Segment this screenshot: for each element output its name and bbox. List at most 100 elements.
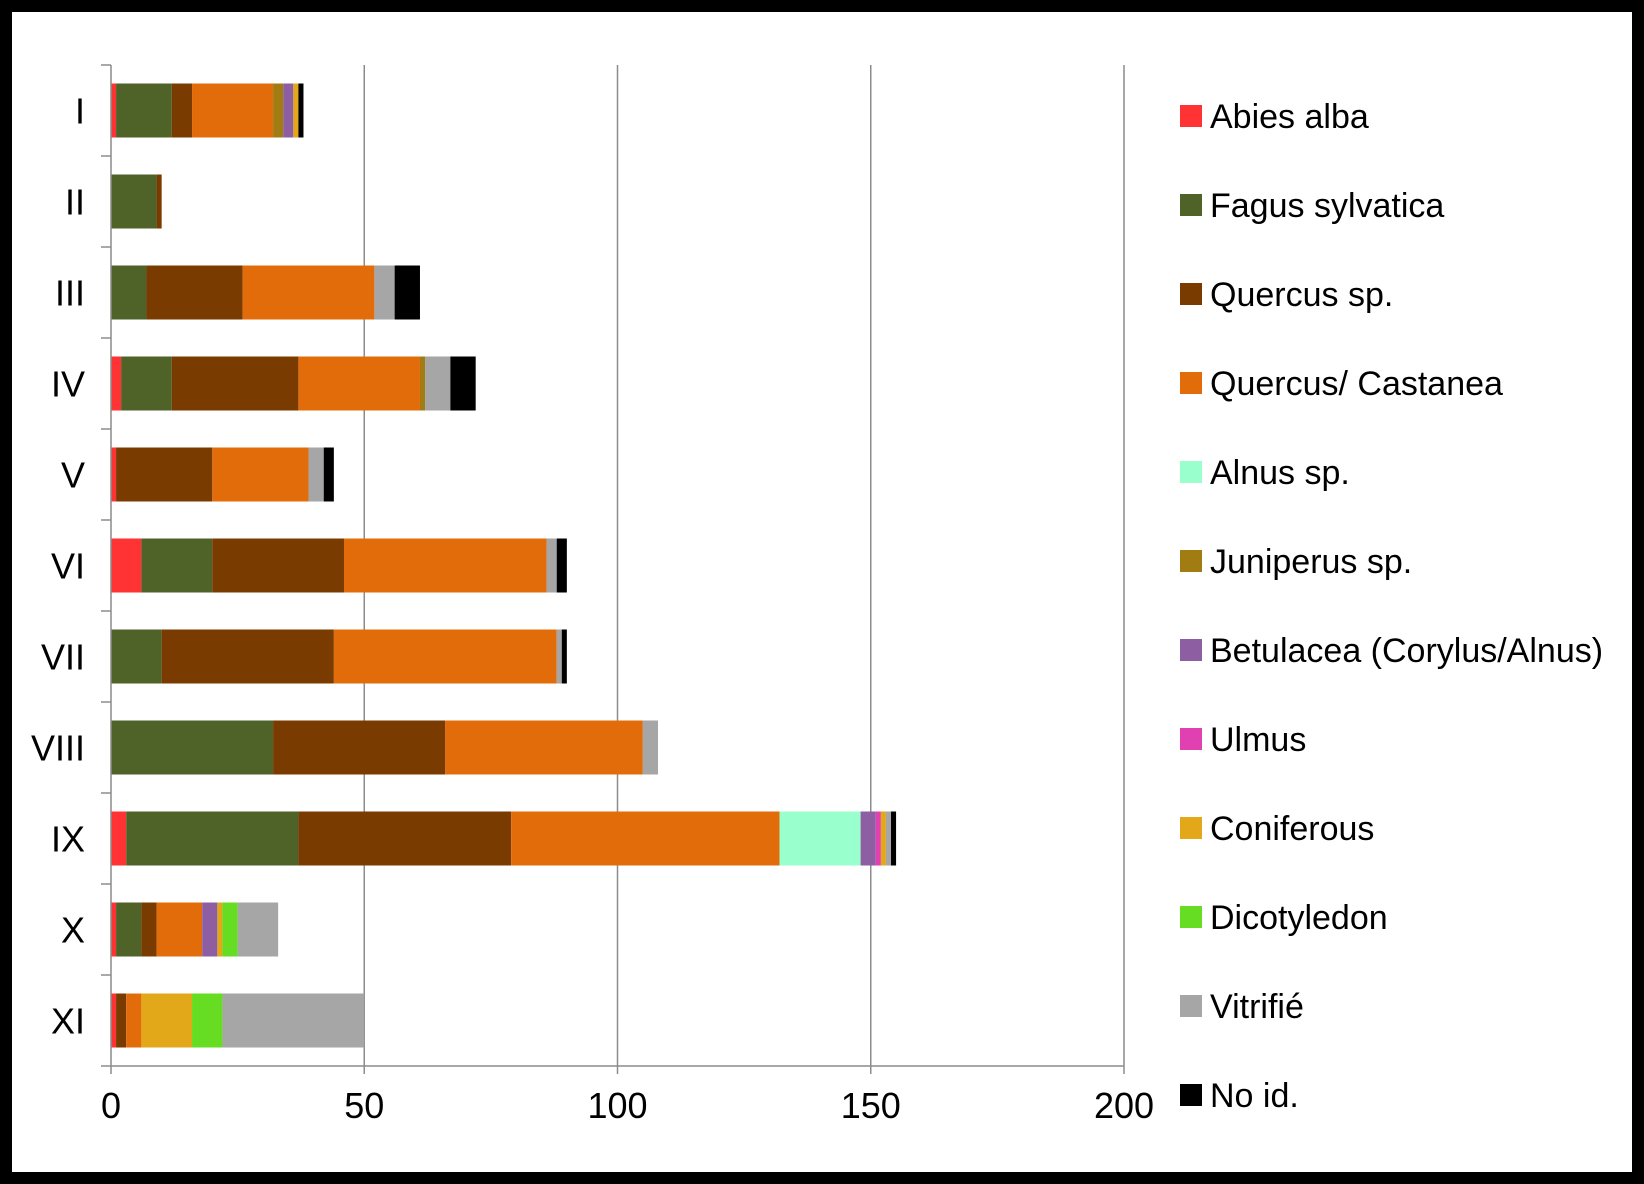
legend-label: Coniferous [1210, 810, 1374, 848]
legend: Abies alba Fagus sylvatica Quercus sp. Quer… [1180, 98, 1603, 1115]
y-category-label: VIII [31, 728, 85, 769]
bar-segment [237, 902, 279, 957]
bar-segment [642, 720, 659, 775]
bar-segment [111, 83, 117, 138]
bar-segment [111, 811, 127, 866]
bar-segment [546, 538, 557, 593]
legend-label: Quercus/ Castanea [1210, 365, 1503, 403]
legend-swatch [1180, 906, 1202, 928]
bar-segment [860, 811, 876, 866]
bar-segment [116, 83, 172, 138]
bar-segment [111, 629, 162, 684]
bar-segment [111, 356, 122, 411]
bar-segment [323, 447, 334, 502]
gridlines [363, 65, 1125, 1066]
y-category-label: IV [51, 364, 85, 405]
bar-segment [450, 356, 476, 411]
y-category-label: VI [51, 546, 85, 587]
bar-segment [161, 629, 334, 684]
bar-segment [222, 993, 365, 1048]
bar-segment [111, 902, 117, 957]
bar-segment [111, 265, 147, 320]
bar-segment [141, 902, 157, 957]
y-category-label: I [75, 91, 85, 132]
bar-segment [146, 265, 243, 320]
legend-label: Quercus sp. [1210, 276, 1393, 314]
bar-segment [333, 629, 557, 684]
bar-segment [171, 83, 193, 138]
bar-segment [875, 811, 881, 866]
bar-segment [374, 265, 395, 320]
bar-segment [192, 993, 223, 1048]
bar-segment [445, 720, 643, 775]
bar-segment [217, 902, 223, 957]
legend-label: No id. [1210, 1077, 1299, 1115]
bar-segment [343, 538, 547, 593]
bar-segment [141, 993, 193, 1048]
bar-segment [298, 356, 420, 411]
legend-swatch [1180, 639, 1202, 661]
x-tick-label: 200 [1094, 1085, 1154, 1126]
bar-segment [308, 447, 324, 502]
bar-segment [116, 447, 213, 502]
bar-segment [273, 83, 284, 138]
y-category-label: XI [51, 1001, 85, 1042]
bar-segment [298, 83, 304, 138]
legend-swatch [1180, 105, 1202, 127]
bar-segment [561, 629, 567, 684]
bar-segment [111, 174, 157, 229]
bar-segment [212, 538, 344, 593]
legend-label: Alnus sp. [1210, 454, 1350, 492]
legend-swatch [1180, 461, 1202, 483]
bar-segment [556, 629, 562, 684]
legend-label: Fagus sylvatica [1210, 187, 1444, 225]
bar-segment [111, 447, 117, 502]
bar-segment [425, 356, 451, 411]
legend-swatch [1180, 995, 1202, 1017]
bar-segment [298, 811, 512, 866]
legend-swatch [1180, 194, 1202, 216]
y-category-label: III [55, 273, 85, 314]
bar-segment [891, 811, 897, 866]
bar-segment [242, 265, 375, 320]
legend-swatch [1180, 372, 1202, 394]
bar-segment [779, 811, 861, 866]
bar-segment [156, 174, 162, 229]
bar-segment [885, 811, 892, 866]
legend-swatch [1180, 817, 1202, 839]
legend-label: Betulacea (Corylus/Alnus) [1210, 632, 1603, 670]
bar-segment [171, 356, 299, 411]
bar-segment [222, 902, 238, 957]
bar-segment [192, 83, 274, 138]
bar-segment [202, 902, 218, 957]
bars [111, 83, 897, 1048]
legend-swatch [1180, 283, 1202, 305]
bar-segment [273, 720, 446, 775]
bar-segment [111, 538, 142, 593]
bar-segment [126, 811, 299, 866]
bar-segment [156, 902, 203, 957]
bar-segment [116, 902, 142, 957]
x-tick-label: 0 [101, 1085, 121, 1126]
legend-label: Abies alba [1210, 98, 1369, 136]
bar-segment [293, 83, 299, 138]
bar-segment [880, 811, 886, 866]
bar-segment [141, 538, 213, 593]
bar-segment [283, 83, 294, 138]
legend-swatch [1180, 550, 1202, 572]
legend-swatch [1180, 728, 1202, 750]
bar-segment [394, 265, 420, 320]
y-category-label: X [61, 910, 85, 951]
y-category-label: VII [41, 637, 85, 678]
bar-segment [111, 993, 117, 1048]
legend-label: Vitrifié [1210, 988, 1304, 1026]
bar-segment [111, 720, 274, 775]
x-tick-label: 50 [344, 1085, 384, 1126]
bar-segment [121, 356, 172, 411]
x-tick-label: 150 [841, 1085, 901, 1126]
y-category-label: II [65, 182, 85, 223]
x-tick-label: 100 [587, 1085, 647, 1126]
bar-segment [419, 356, 426, 411]
